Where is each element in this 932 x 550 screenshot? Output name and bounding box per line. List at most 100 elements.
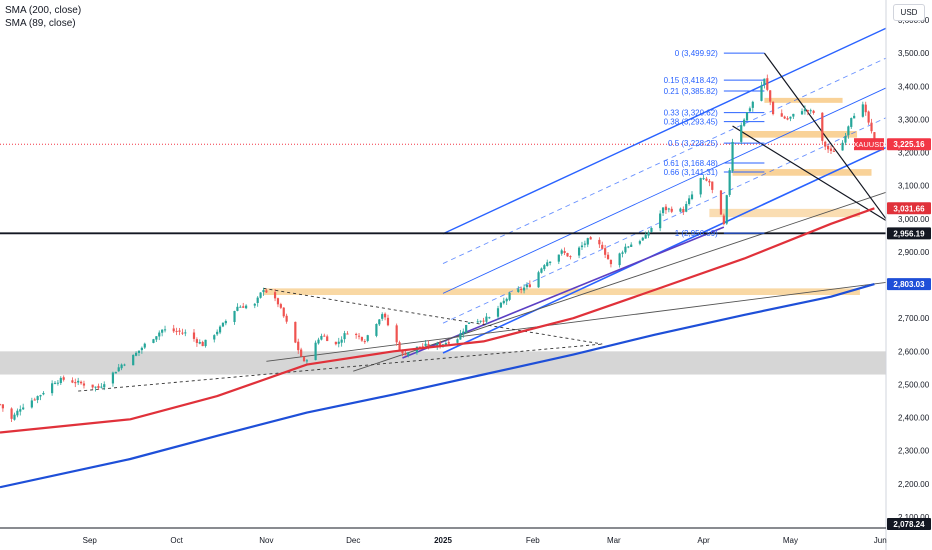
candle-body[interactable]: [604, 248, 607, 255]
candle-body[interactable]: [769, 90, 772, 102]
candle-body[interactable]: [861, 104, 864, 117]
candle-body[interactable]: [337, 341, 340, 344]
candle-body[interactable]: [123, 364, 126, 366]
candle-body[interactable]: [751, 101, 754, 108]
candle-body[interactable]: [783, 116, 786, 119]
candle-body[interactable]: [91, 384, 94, 388]
candle-body[interactable]: [679, 208, 682, 212]
candle-body[interactable]: [847, 126, 850, 136]
candle-body[interactable]: [323, 335, 326, 337]
candle-body[interactable]: [51, 383, 54, 394]
candle-body[interactable]: [786, 118, 789, 120]
candle-body[interactable]: [216, 331, 219, 335]
candle-body[interactable]: [163, 329, 167, 331]
candle-body[interactable]: [780, 113, 783, 117]
candle-body[interactable]: [598, 239, 601, 245]
candle-body[interactable]: [381, 314, 384, 319]
candle-body[interactable]: [137, 350, 141, 353]
candle-body[interactable]: [702, 178, 705, 180]
candle-body[interactable]: [792, 113, 795, 117]
candle-body[interactable]: [606, 254, 610, 260]
candle-body[interactable]: [19, 409, 22, 412]
candle-body[interactable]: [740, 125, 743, 142]
candle-body[interactable]: [708, 180, 711, 183]
candle-body[interactable]: [479, 320, 482, 322]
currency-button[interactable]: USD: [893, 4, 925, 21]
candle-body[interactable]: [563, 251, 566, 253]
candle-body[interactable]: [719, 190, 723, 215]
candle-body[interactable]: [398, 342, 401, 351]
candle-body[interactable]: [844, 136, 847, 143]
candle-body[interactable]: [300, 349, 303, 357]
candle-body[interactable]: [355, 333, 358, 335]
candle-body[interactable]: [566, 253, 569, 257]
candle-body[interactable]: [682, 209, 685, 213]
candle-body[interactable]: [659, 213, 662, 229]
candle-body[interactable]: [731, 141, 734, 171]
candle-body[interactable]: [800, 111, 804, 115]
candle-body[interactable]: [161, 329, 164, 333]
candle-body[interactable]: [13, 414, 16, 420]
candle-body[interactable]: [16, 410, 19, 416]
candle-body[interactable]: [853, 115, 856, 119]
candle-body[interactable]: [624, 246, 627, 253]
candle-body[interactable]: [870, 122, 873, 132]
candle-body[interactable]: [320, 335, 323, 340]
candle-body[interactable]: [517, 289, 520, 292]
candle-body[interactable]: [33, 399, 36, 401]
candle-body[interactable]: [181, 332, 184, 334]
legend-sma89[interactable]: SMA (89, close): [5, 18, 76, 29]
candle-body[interactable]: [360, 337, 364, 341]
candle-body[interactable]: [213, 335, 216, 340]
candle-body[interactable]: [502, 300, 505, 304]
candle-body[interactable]: [259, 292, 262, 298]
candle-body[interactable]: [282, 307, 285, 317]
candle-body[interactable]: [577, 247, 581, 256]
candle-body[interactable]: [218, 326, 222, 333]
candle-body[interactable]: [664, 206, 668, 211]
candle-body[interactable]: [175, 330, 178, 332]
candle-body[interactable]: [439, 342, 442, 347]
candle-body[interactable]: [140, 347, 143, 351]
candle-body[interactable]: [56, 382, 60, 384]
candle-body[interactable]: [745, 112, 749, 121]
candle-body[interactable]: [638, 241, 641, 244]
candle-body[interactable]: [462, 331, 465, 335]
candle-body[interactable]: [79, 381, 83, 384]
candle-body[interactable]: [476, 321, 479, 323]
candle-body[interactable]: [97, 385, 100, 388]
candle-body[interactable]: [540, 268, 543, 273]
candle-body[interactable]: [728, 170, 731, 195]
candle-body[interactable]: [771, 101, 775, 115]
candle-body[interactable]: [71, 380, 74, 383]
candle-body[interactable]: [766, 78, 769, 90]
candle-body[interactable]: [314, 342, 317, 361]
candle-body[interactable]: [343, 333, 346, 340]
candle-body[interactable]: [10, 408, 13, 419]
candle-body[interactable]: [586, 238, 589, 245]
candle-body[interactable]: [39, 395, 42, 397]
candle-body[interactable]: [627, 246, 630, 248]
candle-body[interactable]: [30, 400, 33, 408]
candle-body[interactable]: [549, 261, 552, 264]
candle-body[interactable]: [760, 85, 763, 101]
candle-body[interactable]: [375, 324, 378, 336]
candle-body[interactable]: [630, 244, 633, 247]
candle-body[interactable]: [812, 110, 815, 113]
candle-body[interactable]: [580, 245, 584, 248]
candle-body[interactable]: [841, 142, 844, 151]
candle-body[interactable]: [201, 341, 204, 347]
candle-body[interactable]: [178, 330, 181, 332]
candle-body[interactable]: [641, 237, 644, 241]
candle-body[interactable]: [273, 292, 277, 299]
candle-body[interactable]: [722, 215, 725, 225]
candle-body[interactable]: [803, 109, 807, 112]
candle-body[interactable]: [467, 322, 471, 324]
candle-body[interactable]: [499, 302, 503, 308]
candle-body[interactable]: [557, 254, 560, 262]
candle-body[interactable]: [650, 227, 653, 232]
candle-body[interactable]: [824, 141, 827, 147]
candle-body[interactable]: [253, 303, 256, 306]
candle-body[interactable]: [239, 306, 242, 308]
